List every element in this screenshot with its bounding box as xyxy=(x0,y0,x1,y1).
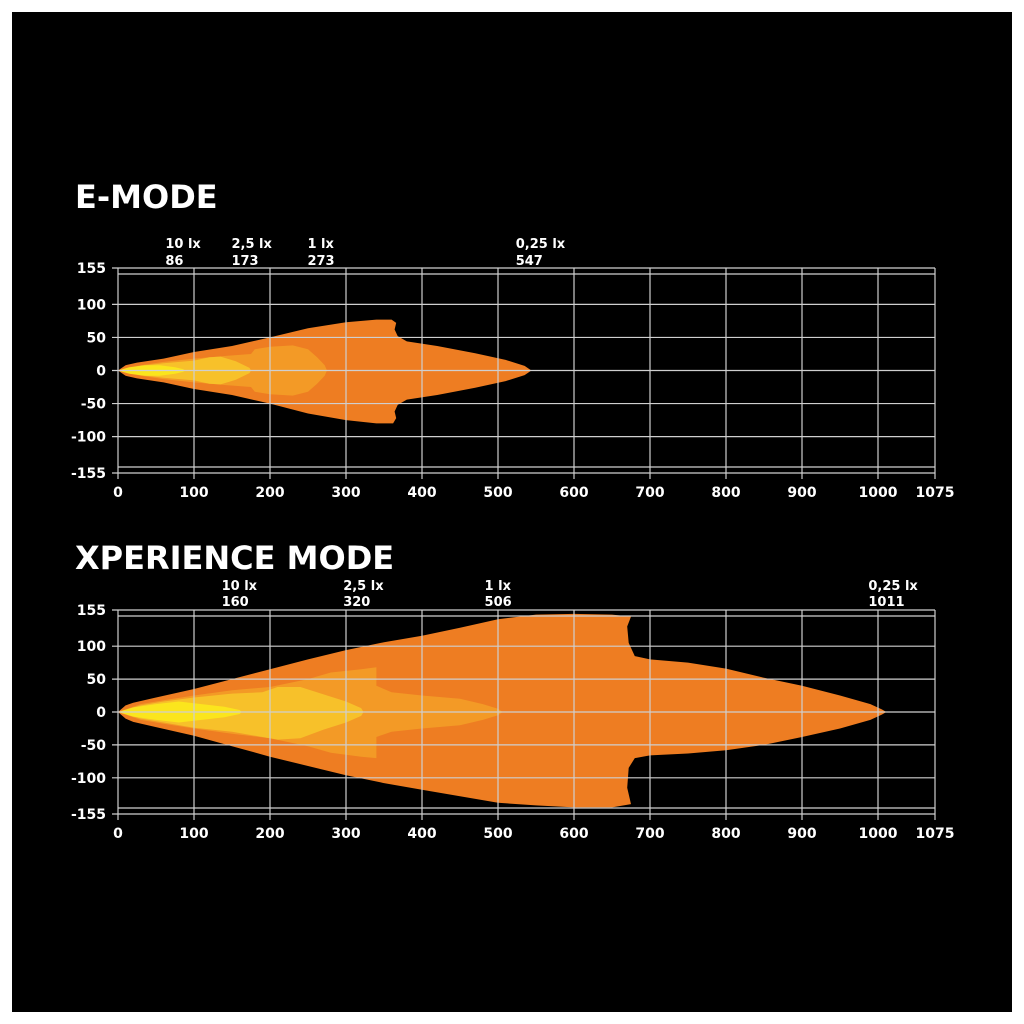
x-tick-label: 400 xyxy=(407,826,436,842)
y-tick-label: 50 xyxy=(87,330,107,346)
grid xyxy=(112,267,936,479)
x-tick-label: 500 xyxy=(483,485,512,501)
x-tick-label: 900 xyxy=(787,826,816,842)
light-zones xyxy=(118,319,532,424)
x-tick-label: 1000 xyxy=(859,485,898,501)
x-tick-label: 300 xyxy=(331,826,360,842)
x-tick-label: 200 xyxy=(255,485,284,501)
chart-title: E-MODE xyxy=(75,178,218,216)
x-tick-label: 1000 xyxy=(859,826,898,842)
y-tick-label: -50 xyxy=(81,738,107,754)
x-tick-label: 900 xyxy=(787,485,816,501)
x-tick-label: 700 xyxy=(635,826,664,842)
x-tick-label: 1075 xyxy=(916,826,955,842)
lux-label: 1 lx xyxy=(485,579,512,594)
x-tick-label: 700 xyxy=(635,485,664,501)
y-tick-label: 0 xyxy=(96,705,106,721)
chart-frame: E-MODE 0 100 200 300 400 500 600 700 800 900 1000 10… xyxy=(12,12,1012,1012)
y-tick-label: -155 xyxy=(71,807,106,823)
x-tick-label: 100 xyxy=(179,485,208,501)
x-tick-label: 800 xyxy=(711,485,740,501)
y-tick-label: 0 xyxy=(96,364,106,380)
lux-label: 2,5 lx xyxy=(343,579,384,594)
x-tick-label: 500 xyxy=(483,826,512,842)
lux-label: 0,25 lx xyxy=(516,237,566,252)
y-tick-label: 155 xyxy=(77,261,106,277)
range-label: 506 xyxy=(485,595,512,610)
range-label: 160 xyxy=(222,595,249,610)
range-label: 173 xyxy=(231,254,258,269)
y-tick-label: 100 xyxy=(77,639,106,655)
x-tick-label: 0 xyxy=(113,826,123,842)
range-label: 273 xyxy=(307,254,334,269)
lux-label: 1 lx xyxy=(307,237,334,252)
y-tick-label: 155 xyxy=(77,603,106,619)
y-tick-label: 100 xyxy=(77,297,106,313)
zone-0-25-lx-area xyxy=(118,613,887,808)
range-label: 320 xyxy=(343,595,370,610)
range-label: 86 xyxy=(165,254,183,269)
y-tick-label: -50 xyxy=(81,397,107,413)
x-tick-label: 600 xyxy=(559,826,588,842)
range-label: 547 xyxy=(516,254,543,269)
x-tick-label: 100 xyxy=(179,826,208,842)
y-tick-label: -100 xyxy=(71,771,106,787)
range-label: 1011 xyxy=(868,595,904,610)
grid xyxy=(112,609,936,820)
x-tick-label: 300 xyxy=(331,485,360,501)
x-tick-label: 400 xyxy=(407,485,436,501)
y-tick-label: 50 xyxy=(87,672,107,688)
x-tick-label: 1075 xyxy=(916,485,955,501)
lux-label: 2,5 lx xyxy=(231,237,272,252)
lux-label: 10 lx xyxy=(165,237,201,252)
x-tick-label: 0 xyxy=(113,485,123,501)
zone-2-5-lx-area xyxy=(118,687,364,740)
x-tick-label: 800 xyxy=(711,826,740,842)
x-tick-label: 200 xyxy=(255,826,284,842)
light-zones xyxy=(118,613,887,808)
chart-title: XPERIENCE MODE xyxy=(75,539,394,577)
lux-label: 10 lx xyxy=(222,579,258,594)
y-tick-label: -100 xyxy=(71,430,106,446)
lux-label: 0,25 lx xyxy=(868,579,918,594)
y-tick-label: -155 xyxy=(71,466,106,482)
x-tick-label: 600 xyxy=(559,485,588,501)
